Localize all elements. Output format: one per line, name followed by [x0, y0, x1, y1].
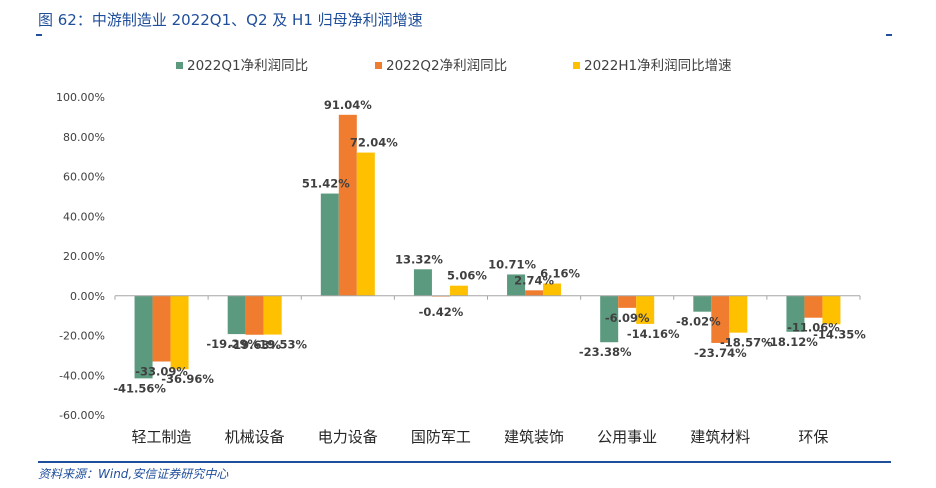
data-label-2-6: -6.09%: [605, 311, 650, 325]
figure-title: 图 62：中游制造业 2022Q1、Q2 及 H1 归母净利润增速: [38, 11, 423, 29]
data-label-1-1: -41.56%: [113, 381, 166, 395]
data-label-2-8: -11.06%: [787, 321, 840, 335]
bar-2-5: [525, 290, 544, 296]
data-label-3-6: -14.16%: [627, 327, 680, 341]
bar-2-7: [711, 295, 730, 343]
x-category-label-6: 公用事业: [597, 428, 657, 446]
bar-1-5: [507, 274, 526, 296]
bar-2-1: [152, 295, 171, 362]
bars-group: [134, 114, 841, 379]
x-category-label-4: 国防军工: [411, 428, 471, 446]
bar-1-7: [693, 295, 712, 312]
data-label-3-1: -36.96%: [161, 372, 214, 386]
legend-swatch-2: [375, 62, 382, 69]
bar-1-2: [227, 295, 246, 335]
bar-3-6: [636, 295, 655, 324]
data-label-2-5: 2.74%: [514, 273, 554, 287]
x-category-label-8: 环保: [798, 428, 828, 446]
x-category-label-7: 建筑材料: [690, 428, 750, 446]
data-label-2-2: -19.63%: [228, 338, 281, 352]
bar-3-3: [356, 152, 375, 296]
y-tick-label: -60.00%: [59, 409, 105, 422]
bar-3-7: [729, 295, 748, 333]
bar-chart: 2022Q1净利润同比 2022Q2净利润同比 2022H1净利润同比增速 -60.…: [56, 58, 866, 446]
y-tick-label: 100.00%: [56, 91, 105, 104]
x-category-label-3: 电力设备: [318, 428, 378, 446]
data-label-2-7: -23.74%: [694, 346, 747, 360]
y-tick-label: -20.00%: [59, 330, 105, 343]
data-label-1-3: 51.42%: [302, 177, 350, 191]
bar-2-8: [804, 295, 823, 318]
y-tick-label: -40.00%: [59, 369, 105, 382]
bar-1-4: [413, 269, 432, 296]
legend-label-2: 2022Q2净利润同比: [386, 58, 507, 74]
legend-swatch-3: [573, 62, 580, 69]
data-label-1-4: 13.32%: [395, 252, 443, 266]
x-category-label-5: 建筑装饰: [504, 428, 564, 446]
data-label-1-6: -23.38%: [579, 345, 632, 359]
bar-1-1: [134, 295, 153, 379]
footer-rule: [38, 461, 891, 463]
data-label-1-7: -8.02%: [676, 315, 721, 329]
bar-3-8: [822, 295, 841, 325]
y-tick-label: 0.00%: [70, 290, 105, 303]
data-label-1-5: 10.71%: [488, 257, 536, 271]
bar-2-6: [618, 295, 637, 308]
bar-2-3: [338, 114, 357, 296]
data-label-3-7: -18.57%: [720, 336, 773, 350]
header-rule-mark-left: [36, 34, 42, 36]
data-label-1-8: -18.12%: [765, 335, 818, 349]
zero-axis: [114, 295, 861, 300]
data-label-1-2: -19.29%: [206, 337, 259, 351]
bar-1-3: [320, 193, 339, 296]
data-label-3-3: 72.04%: [350, 136, 398, 150]
data-label-2-1: -33.09%: [135, 365, 188, 379]
y-tick-label: 20.00%: [63, 250, 105, 263]
legend-swatch-1: [176, 62, 183, 69]
data-label-2-3: 91.04%: [324, 98, 372, 112]
bar-1-6: [600, 295, 619, 343]
y-tick-label: 40.00%: [63, 210, 105, 223]
source-note: 资料来源：Wind,安信证券研究中心: [38, 467, 229, 481]
data-label-3-2: -19.53%: [254, 338, 307, 352]
header-rule-mark-right: [886, 34, 892, 36]
bar-1-8: [786, 295, 805, 332]
legend-label-1: 2022Q1净利润同比: [187, 58, 308, 74]
x-axis: 轻工制造 机械设备 电力设备 国防军工 建筑装饰 公用事业 建筑材料 环保: [132, 428, 829, 446]
data-label-3-5: 6.16%: [540, 267, 580, 281]
bar-3-2: [263, 295, 282, 335]
x-category-label-1: 轻工制造: [132, 428, 192, 446]
data-label-3-4: 5.06%: [447, 269, 487, 283]
bar-2-2: [245, 295, 264, 335]
bar-3-5: [543, 283, 562, 296]
chart-legend: 2022Q1净利润同比 2022Q2净利润同比 2022H1净利润同比增速: [176, 58, 732, 74]
y-axis: -60.00% -40.00% -20.00% 0.00% 20.00% 40.00% 60…: [56, 91, 105, 422]
data-label-2-4: -0.42%: [419, 305, 464, 319]
data-labels: -41.56% -33.09%-36.96% -19.29%-19.63%-19.5…: [113, 98, 866, 396]
data-label-3-8: -14.35%: [813, 327, 866, 341]
y-tick-label: 80.00%: [63, 131, 105, 144]
bar-3-1: [170, 295, 189, 370]
legend-label-3: 2022H1净利润同比增速: [584, 58, 732, 74]
y-tick-label: 60.00%: [63, 171, 105, 184]
bar-3-4: [449, 285, 468, 296]
x-category-label-2: 机械设备: [225, 428, 285, 446]
